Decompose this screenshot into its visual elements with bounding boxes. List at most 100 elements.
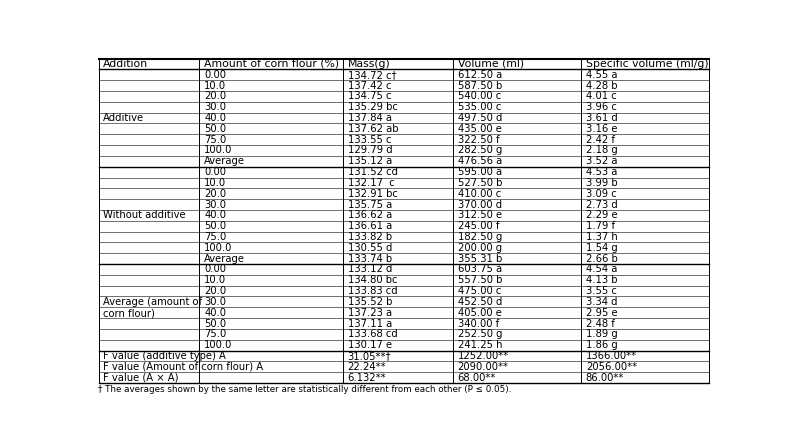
Text: 0.00: 0.00 [204, 167, 226, 177]
Text: 136.61 a: 136.61 a [348, 221, 392, 231]
Text: 557.50 b: 557.50 b [458, 275, 502, 285]
Text: 2.66 b: 2.66 b [585, 254, 618, 263]
Text: 2.95 e: 2.95 e [585, 308, 618, 318]
Text: 1.79 f: 1.79 f [585, 221, 615, 231]
Text: 4.01 c: 4.01 c [585, 91, 616, 101]
Text: 3.16 e: 3.16 e [585, 124, 617, 134]
Text: 130.55 d: 130.55 d [348, 243, 392, 253]
Text: 540.00 c: 540.00 c [458, 91, 501, 101]
Text: 1.37 h: 1.37 h [585, 232, 618, 242]
Text: 370.00 d: 370.00 d [458, 199, 502, 210]
Text: 86.00**: 86.00** [585, 372, 624, 383]
Text: 2.29 e: 2.29 e [585, 210, 618, 220]
Text: 75.0: 75.0 [204, 232, 226, 242]
Text: 30.0: 30.0 [204, 297, 226, 307]
Text: F value (additive type) A: F value (additive type) A [103, 351, 226, 361]
Text: 100.0: 100.0 [204, 243, 232, 253]
Text: 137.62 ab: 137.62 ab [348, 124, 398, 134]
Text: Additive: Additive [103, 113, 144, 123]
Text: 135.12 a: 135.12 a [348, 156, 392, 166]
Text: 133.55 c: 133.55 c [348, 135, 391, 145]
Text: 476.56 a: 476.56 a [458, 156, 502, 166]
Text: 136.62 a: 136.62 a [348, 210, 392, 220]
Text: 4.53 a: 4.53 a [585, 167, 617, 177]
Text: 135.52 b: 135.52 b [348, 297, 392, 307]
Text: 340.00 f: 340.00 f [458, 319, 499, 328]
Text: 4.13 b: 4.13 b [585, 275, 617, 285]
Text: 4.54 a: 4.54 a [585, 264, 617, 275]
Text: 535.00 c: 535.00 c [458, 102, 501, 112]
Text: 134.80 bc: 134.80 bc [348, 275, 397, 285]
Text: 3.55 c: 3.55 c [585, 286, 617, 296]
Text: 2056.00**: 2056.00** [585, 362, 637, 372]
Text: 2.48 f: 2.48 f [585, 319, 615, 328]
Text: 3.52 a: 3.52 a [585, 156, 617, 166]
Text: 132.17  c: 132.17 c [348, 178, 395, 188]
Text: 200.00 g: 200.00 g [458, 243, 502, 253]
Text: 0.00: 0.00 [204, 264, 226, 275]
Text: 133.82 b: 133.82 b [348, 232, 392, 242]
Text: 3.09 c: 3.09 c [585, 189, 616, 199]
Text: 1366.00**: 1366.00** [585, 351, 637, 361]
Text: 312.50 e: 312.50 e [458, 210, 502, 220]
Text: 2.42 f: 2.42 f [585, 135, 615, 145]
Text: 132.91 bc: 132.91 bc [348, 189, 397, 199]
Text: F value (A × A): F value (A × A) [103, 372, 179, 383]
Text: Average (amount of
corn flour): Average (amount of corn flour) [103, 296, 203, 318]
Text: 3.34 d: 3.34 d [585, 297, 617, 307]
Text: 129.79 d: 129.79 d [348, 146, 392, 155]
Text: 135.29 bc: 135.29 bc [348, 102, 397, 112]
Text: 30.0: 30.0 [204, 199, 226, 210]
Text: 131.52 cd: 131.52 cd [348, 167, 398, 177]
Text: Without additive: Without additive [103, 210, 186, 220]
Text: 2.73 d: 2.73 d [585, 199, 618, 210]
Text: 40.0: 40.0 [204, 308, 226, 318]
Text: 137.84 a: 137.84 a [348, 113, 392, 123]
Text: 137.42 c: 137.42 c [348, 81, 391, 91]
Text: 75.0: 75.0 [204, 329, 226, 340]
Text: 2.18 g: 2.18 g [585, 146, 618, 155]
Text: Addition: Addition [103, 59, 148, 69]
Text: Amount of corn flour (%): Amount of corn flour (%) [204, 59, 340, 69]
Text: 100.0: 100.0 [204, 340, 232, 350]
Text: 6.132**: 6.132** [348, 372, 386, 383]
Text: 68.00**: 68.00** [458, 372, 496, 383]
Text: Average: Average [204, 254, 245, 263]
Text: Average: Average [204, 156, 245, 166]
Text: 322.50 f: 322.50 f [458, 135, 500, 145]
Text: 50.0: 50.0 [204, 319, 226, 328]
Text: 245.00 f: 245.00 f [458, 221, 499, 231]
Text: 497.50 d: 497.50 d [458, 113, 502, 123]
Text: 435.00 e: 435.00 e [458, 124, 501, 134]
Text: 10.0: 10.0 [204, 178, 226, 188]
Text: 134.72 c†: 134.72 c† [348, 70, 396, 80]
Text: 20.0: 20.0 [204, 91, 226, 101]
Text: 612.50 a: 612.50 a [458, 70, 502, 80]
Text: 252.50 g: 252.50 g [458, 329, 502, 340]
Text: 241.25 h: 241.25 h [458, 340, 502, 350]
Text: 452.50 d: 452.50 d [458, 297, 502, 307]
Text: 31.05**†: 31.05**† [348, 351, 392, 361]
Text: 4.28 b: 4.28 b [585, 81, 617, 91]
Text: 587.50 b: 587.50 b [458, 81, 502, 91]
Text: 0.00: 0.00 [204, 70, 226, 80]
Text: 355.31 b: 355.31 b [458, 254, 502, 263]
Text: 50.0: 50.0 [204, 124, 226, 134]
Text: 1.89 g: 1.89 g [585, 329, 618, 340]
Text: 405.00 e: 405.00 e [458, 308, 501, 318]
Text: 3.61 d: 3.61 d [585, 113, 618, 123]
Text: 130.17 e: 130.17 e [348, 340, 392, 350]
Text: 137.23 a: 137.23 a [348, 308, 392, 318]
Text: 133.83 cd: 133.83 cd [348, 286, 397, 296]
Text: Specific volume (ml/g): Specific volume (ml/g) [585, 59, 708, 69]
Text: 22.24**: 22.24** [348, 362, 386, 372]
Text: Volume (ml): Volume (ml) [458, 59, 524, 69]
Text: 30.0: 30.0 [204, 102, 226, 112]
Text: 20.0: 20.0 [204, 189, 226, 199]
Text: 134.75 c: 134.75 c [348, 91, 391, 101]
Text: 4.55 a: 4.55 a [585, 70, 617, 80]
Text: 137.11 a: 137.11 a [348, 319, 392, 328]
Text: 10.0: 10.0 [204, 81, 226, 91]
Text: 100.0: 100.0 [204, 146, 232, 155]
Text: 20.0: 20.0 [204, 286, 226, 296]
